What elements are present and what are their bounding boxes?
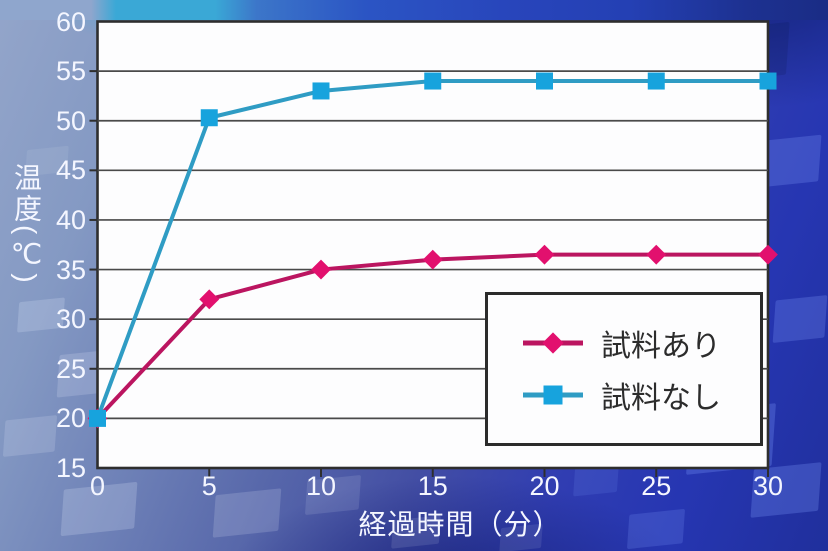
legend-item-sample-absent: 試料なし xyxy=(521,369,760,421)
x-tick-label: 0 xyxy=(89,471,106,501)
y-tick-label: 20 xyxy=(55,403,86,434)
x-tick-label: 20 xyxy=(529,471,560,501)
x-tick-label: 10 xyxy=(305,471,337,501)
legend-item-sample-present: 試料あり xyxy=(521,317,760,369)
y-tick-label: 50 xyxy=(55,105,86,136)
square-data-point xyxy=(647,72,665,90)
y-tick-label: 30 xyxy=(55,304,86,335)
square-data-point xyxy=(536,72,553,90)
y-tick-label: 55 xyxy=(55,56,86,87)
square-data-point xyxy=(759,72,777,90)
x-tick-label: 15 xyxy=(417,471,448,501)
x-tick-label: 5 xyxy=(201,471,217,501)
y-tick-label: 15 xyxy=(55,453,86,483)
diamond-data-point xyxy=(199,289,220,310)
square-data-point xyxy=(200,109,218,127)
square-data-point xyxy=(424,72,442,90)
square-data-point xyxy=(312,82,330,100)
diamond-data-point xyxy=(422,249,443,270)
y-tick-label: 35 xyxy=(55,254,86,285)
y-tick-label: 40 xyxy=(55,204,86,235)
y-tick-label: 60 xyxy=(55,6,86,37)
background-top-band xyxy=(0,0,828,20)
y-axis-title: 温度(℃) xyxy=(11,163,42,286)
y-tick-label: 45 xyxy=(55,155,86,186)
diamond-marker-icon xyxy=(523,332,583,354)
square-data-point xyxy=(89,409,106,427)
square-marker-icon xyxy=(523,385,583,405)
x-axis-title: 経過時間（分） xyxy=(358,509,562,540)
legend-label-sample-present: 試料あり xyxy=(601,330,721,363)
x-tick-label: 25 xyxy=(641,471,672,501)
y-tick-label: 25 xyxy=(55,353,86,384)
diamond-data-point xyxy=(311,259,331,280)
x-tick-label: 30 xyxy=(752,471,784,501)
legend-label-sample-absent: 試料なし xyxy=(601,382,721,415)
legend: 試料あり 試料なし xyxy=(485,292,763,446)
